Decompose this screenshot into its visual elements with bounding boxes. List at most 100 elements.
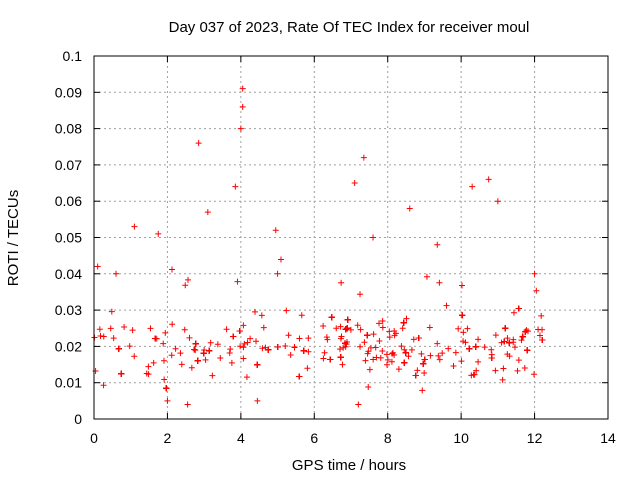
data-point	[403, 315, 410, 322]
data-point	[391, 352, 398, 359]
data-point	[259, 345, 266, 352]
data-point	[452, 349, 459, 356]
data-point	[459, 282, 466, 289]
data-point	[194, 357, 201, 364]
data-point	[185, 276, 192, 283]
data-point	[333, 325, 340, 332]
data-point	[291, 344, 298, 351]
data-point	[162, 329, 169, 336]
data-point	[376, 320, 383, 327]
y-tick-label: 0.04	[55, 266, 82, 282]
data-point	[434, 340, 441, 347]
data-point	[163, 385, 170, 392]
data-point	[354, 322, 361, 329]
data-point	[539, 337, 546, 344]
data-point	[320, 323, 327, 330]
y-tick-label: 0.1	[63, 48, 83, 64]
data-point	[305, 335, 312, 342]
data-point	[420, 360, 427, 367]
data-point	[370, 331, 377, 338]
data-point	[515, 357, 522, 364]
data-point	[188, 364, 195, 371]
data-point	[538, 312, 545, 319]
y-tick-label: 0.07	[55, 157, 82, 173]
data-point	[113, 270, 120, 277]
data-point	[260, 324, 267, 331]
data-point	[272, 227, 279, 234]
data-point	[414, 367, 421, 374]
data-point	[539, 326, 546, 333]
data-point	[131, 353, 138, 360]
data-point	[524, 347, 531, 354]
y-axis-label: ROTI / TECUs	[5, 190, 22, 286]
data-point	[296, 373, 303, 380]
data-point	[126, 343, 133, 350]
data-point	[287, 351, 294, 358]
data-point	[97, 333, 104, 339]
x-tick-label: 0	[90, 430, 98, 446]
data-point	[186, 334, 193, 341]
data-point	[402, 349, 409, 356]
data-point	[357, 326, 364, 333]
data-point	[164, 397, 171, 404]
data-point	[460, 329, 467, 336]
data-point	[155, 230, 162, 237]
data-point	[178, 361, 185, 368]
data-point	[434, 241, 441, 248]
data-point	[107, 325, 114, 332]
data-point	[435, 352, 442, 359]
data-point	[379, 347, 386, 354]
data-point	[510, 309, 517, 316]
data-point	[152, 335, 159, 342]
data-point	[283, 307, 290, 314]
data-point	[439, 350, 446, 357]
data-point	[285, 332, 292, 339]
data-point	[217, 355, 224, 362]
data-point	[323, 334, 330, 341]
data-point	[337, 323, 344, 330]
data-point	[391, 328, 398, 335]
x-tick-label: 8	[384, 430, 392, 446]
data-point	[339, 361, 346, 368]
data-point	[338, 279, 345, 286]
data-point	[240, 355, 247, 362]
data-point	[121, 324, 128, 331]
data-point	[450, 363, 457, 370]
data-points	[91, 85, 546, 408]
data-point	[519, 333, 526, 340]
data-point	[518, 337, 525, 344]
data-point	[436, 279, 443, 286]
data-point	[510, 336, 517, 343]
data-point	[239, 85, 246, 92]
data-point	[365, 383, 372, 390]
data-point	[202, 356, 209, 363]
data-point	[379, 318, 386, 325]
data-point	[427, 352, 434, 359]
data-point	[223, 326, 230, 333]
data-point	[336, 346, 343, 353]
data-point	[206, 347, 213, 354]
data-point	[419, 387, 426, 394]
y-tick-label: 0.05	[55, 230, 82, 246]
grid-lines	[94, 56, 608, 419]
data-point	[423, 273, 430, 280]
data-point	[445, 345, 452, 352]
data-point	[327, 356, 334, 363]
data-point	[360, 154, 367, 161]
data-point	[161, 376, 168, 383]
x-tick-label: 2	[164, 430, 172, 446]
y-tick-labels: 0 0.01 0.02 0.03 0.04 0.05 0.06 0.07 0.08 0.09 0.1	[55, 48, 82, 427]
data-point	[455, 325, 462, 332]
data-point	[236, 328, 243, 335]
data-point	[475, 358, 482, 365]
data-point	[466, 345, 473, 352]
data-point	[492, 367, 499, 374]
data-point	[200, 350, 207, 357]
data-point	[181, 326, 188, 333]
data-point	[118, 370, 125, 377]
x-tick-label: 10	[453, 430, 469, 446]
data-point	[408, 346, 415, 353]
data-point	[499, 376, 506, 383]
data-point	[504, 351, 511, 358]
data-point	[247, 335, 254, 342]
